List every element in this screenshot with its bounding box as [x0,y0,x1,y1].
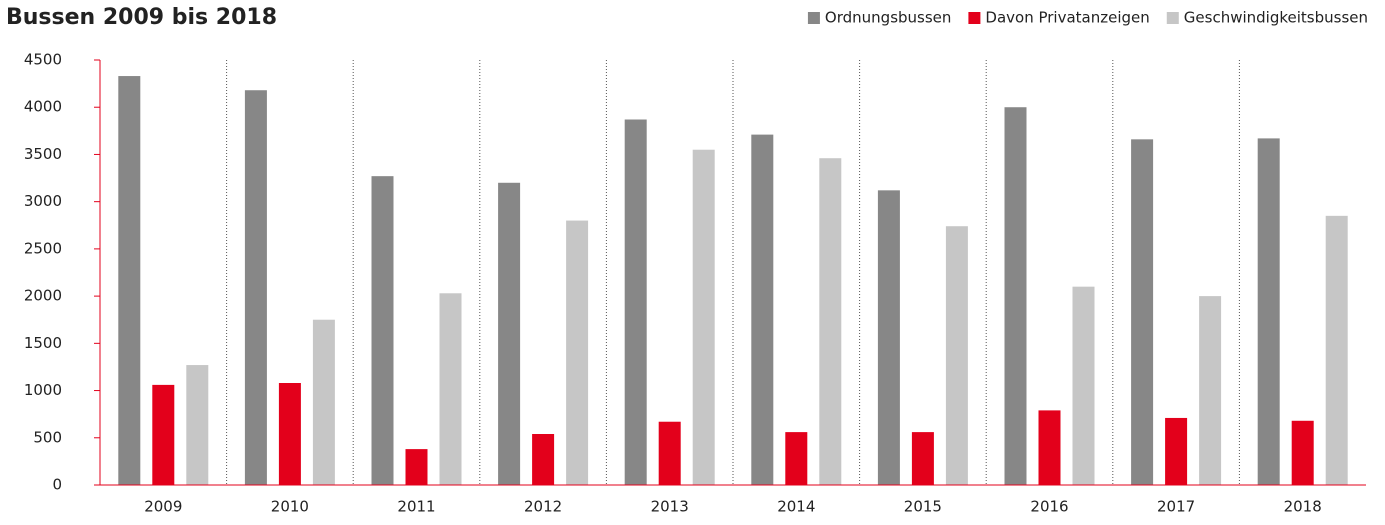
y-tick-label: 4500 [24,51,62,69]
y-tick-label: 4000 [24,98,62,116]
legend-swatch [807,12,820,24]
bar [877,190,900,486]
bar [312,319,335,485]
bar [498,182,521,485]
bar [1325,215,1348,486]
bar [532,434,555,485]
bar [439,293,462,485]
bar [405,449,428,485]
x-tick-label: 2018 [1284,498,1322,516]
y-tick-label: 1000 [24,381,62,399]
y-tick-label: 3000 [24,192,62,210]
bar [1072,286,1095,485]
bar [1004,107,1027,485]
x-tick-label: 2012 [524,498,562,516]
bar [278,383,301,485]
x-tick-label: 2011 [397,498,435,516]
bar [566,220,589,486]
bar [1131,139,1154,486]
y-tick-label: 2000 [24,287,62,305]
legend-swatch [968,12,981,24]
y-tick-label: 1500 [24,334,62,352]
bar [911,432,934,485]
bar [624,119,647,485]
x-tick-label: 2016 [1030,498,1068,516]
bar [819,158,842,485]
x-tick-label: 2017 [1157,498,1195,516]
legend-swatch [1166,12,1179,24]
bar [186,365,209,485]
bar [1038,410,1061,485]
legend-label: Geschwindigkeitsbussen [1184,9,1368,27]
bar [785,432,808,485]
chart-title: Bussen 2009 bis 2018 [6,5,277,30]
bar [945,226,968,485]
x-tick-label: 2015 [904,498,942,516]
bar [1199,296,1222,485]
x-tick-label: 2013 [651,498,689,516]
bar [692,149,715,485]
legend-label: Davon Privatanzeigen [985,9,1149,27]
bar [244,90,267,485]
bar [1257,138,1280,485]
x-tick-label: 2010 [271,498,309,516]
bar [371,176,394,485]
y-tick-label: 500 [33,428,62,446]
bar [1291,420,1314,485]
y-tick-label: 0 [52,476,62,494]
x-tick-label: 2009 [144,498,182,516]
y-tick-label: 2500 [24,239,62,257]
y-tick-label: 3500 [24,145,62,163]
x-tick-label: 2014 [777,498,815,516]
bar [118,76,141,486]
bar [1165,417,1188,485]
bar [658,421,681,485]
bar [751,134,774,485]
legend-label: Ordnungsbussen [825,9,951,27]
bar [152,384,175,485]
